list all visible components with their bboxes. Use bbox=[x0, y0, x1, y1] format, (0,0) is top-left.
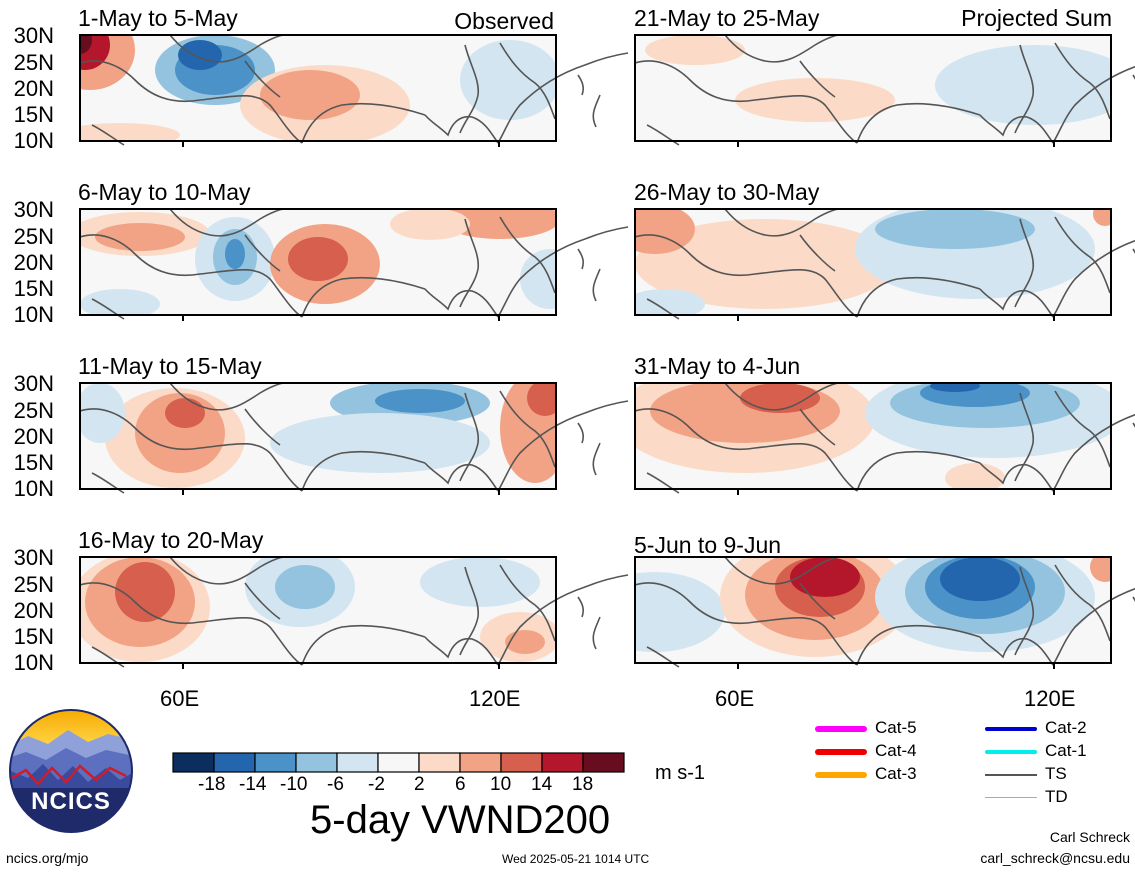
map-panel-6 bbox=[634, 208, 1135, 320]
colorbar-tick: 10 bbox=[490, 774, 512, 795]
colorbar-cell bbox=[377, 752, 420, 773]
panel-title-1: 1-May to 5-May bbox=[78, 5, 238, 31]
lat-label: 10N bbox=[13, 128, 54, 153]
lat-label: 30N bbox=[13, 545, 54, 570]
colorbar-cell bbox=[295, 752, 338, 773]
lat-label: 15N bbox=[13, 276, 54, 301]
panel-title-7: 31-May to 4-Jun bbox=[634, 353, 801, 379]
colorbar-cell bbox=[459, 752, 502, 773]
panel-title-8: 5-Jun to 9-Jun bbox=[634, 532, 782, 558]
colorbar-tick: 18 bbox=[572, 774, 594, 795]
lat-label: 15N bbox=[13, 102, 54, 127]
ncics-logo bbox=[9, 709, 133, 833]
map-panel-7 bbox=[634, 382, 1135, 494]
lat-label: 25N bbox=[13, 50, 54, 75]
colorbar bbox=[172, 752, 625, 773]
colorbar-cell bbox=[582, 752, 625, 773]
colorbar-cell bbox=[500, 752, 543, 773]
lat-label: 10N bbox=[13, 650, 54, 675]
colorbar-cell bbox=[254, 752, 297, 773]
legend-swatch bbox=[985, 774, 1037, 776]
lat-label: 30N bbox=[13, 197, 54, 222]
lat-label: 30N bbox=[13, 371, 54, 396]
panel-title-5: 21-May to 25-May bbox=[634, 5, 820, 31]
colorbar-tick: -14 bbox=[239, 774, 267, 795]
colorbar-tick: 14 bbox=[531, 774, 553, 795]
lon-label-60e-right: 60E bbox=[715, 686, 755, 711]
lat-label: 20N bbox=[13, 598, 54, 623]
map-panel-5 bbox=[634, 34, 1135, 146]
legend-cat5: Cat-5 bbox=[815, 718, 975, 740]
colorbar-tick: -10 bbox=[280, 774, 308, 795]
map-panel-4 bbox=[79, 556, 629, 668]
legend-cat4: Cat-4 bbox=[815, 741, 975, 763]
lat-label: 15N bbox=[13, 624, 54, 649]
lon-label-60e-left: 60E bbox=[160, 686, 200, 711]
colorbar-tick: -6 bbox=[327, 774, 344, 795]
legend-cat3: Cat-3 bbox=[815, 764, 975, 786]
panel-tag-projected: Projected Sum bbox=[961, 5, 1112, 31]
legend-label: TD bbox=[1045, 787, 1068, 806]
legend-label: TS bbox=[1045, 764, 1067, 783]
footer-author: Carl Schreck bbox=[1049, 829, 1130, 845]
colorbar-cell bbox=[418, 752, 461, 773]
lat-label: 25N bbox=[13, 224, 54, 249]
legend-swatch bbox=[815, 749, 867, 755]
lat-label: 10N bbox=[13, 302, 54, 327]
logo-text: NCICS bbox=[31, 788, 111, 815]
lat-label: 15N bbox=[13, 450, 54, 475]
panel-title-2: 6-May to 10-May bbox=[78, 179, 251, 205]
legend-swatch bbox=[985, 727, 1037, 731]
lon-ticks bbox=[182, 141, 1055, 669]
colorbar-units: m s-1 bbox=[655, 762, 705, 784]
map-panel-3 bbox=[79, 382, 629, 494]
legend-swatch bbox=[985, 797, 1037, 798]
legend-td: TD bbox=[985, 787, 1125, 809]
figure-title: 5-day VWND200 bbox=[310, 798, 611, 842]
legend-label: Cat-5 bbox=[875, 718, 917, 737]
legend-label: Cat-3 bbox=[875, 764, 917, 783]
colorbar-cell bbox=[172, 752, 215, 773]
colorbar-cell bbox=[213, 752, 256, 773]
lat-label: 20N bbox=[13, 424, 54, 449]
lat-label: 10N bbox=[13, 476, 54, 501]
lat-label: 30N bbox=[13, 23, 54, 48]
map-panels bbox=[79, 34, 1135, 669]
lat-label: 25N bbox=[13, 572, 54, 597]
lon-label-120e-left: 120E bbox=[469, 686, 521, 711]
colorbar-tick: -2 bbox=[368, 774, 385, 795]
footer-url: ncics.org/mjo bbox=[6, 850, 89, 866]
legend-label: Cat-4 bbox=[875, 741, 917, 760]
panel-title-4: 16-May to 20-May bbox=[78, 527, 264, 553]
lon-label-120e-right: 120E bbox=[1024, 686, 1076, 711]
colorbar-cell bbox=[541, 752, 584, 773]
colorbar-tick: 2 bbox=[414, 774, 425, 795]
legend-label: Cat-2 bbox=[1045, 718, 1087, 737]
colorbar-tick: 6 bbox=[455, 774, 466, 795]
colorbar-tick: -18 bbox=[198, 774, 226, 795]
footer-email: carl_schreck@ncsu.edu bbox=[980, 850, 1130, 866]
lat-label: 20N bbox=[13, 76, 54, 101]
legend-swatch bbox=[815, 726, 867, 732]
panel-tag-observed: Observed bbox=[454, 8, 554, 34]
legend-ts: TS bbox=[985, 764, 1125, 786]
legend-swatch bbox=[815, 772, 867, 778]
legend-swatch bbox=[985, 750, 1037, 754]
legend-cat1: Cat-1 bbox=[985, 741, 1125, 763]
map-panel-8 bbox=[634, 556, 1135, 668]
lat-label: 20N bbox=[13, 250, 54, 275]
colorbar-cell bbox=[336, 752, 379, 773]
panel-title-3: 11-May to 15-May bbox=[78, 353, 262, 379]
map-panel-2 bbox=[79, 208, 629, 320]
legend-cat2: Cat-2 bbox=[985, 718, 1125, 740]
map-panel-1 bbox=[79, 34, 629, 146]
footer-timestamp: Wed 2025-05-21 1014 UTC bbox=[502, 852, 650, 866]
legend-label: Cat-1 bbox=[1045, 741, 1087, 760]
panel-title-6: 26-May to 30-May bbox=[634, 179, 820, 205]
lat-label: 25N bbox=[13, 398, 54, 423]
